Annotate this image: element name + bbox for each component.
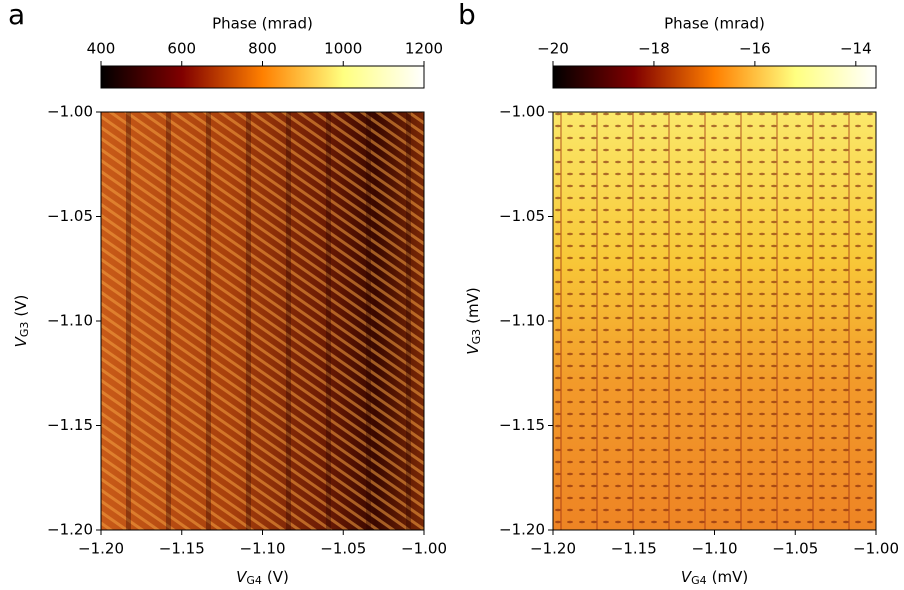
y-tick-label: −1.05 [499,207,545,225]
axis-subscript: G4 [691,574,707,587]
colorbar-tick-label: 1000 [324,40,362,58]
colorbar-tick-label: 400 [87,40,116,58]
heatmap-image [101,112,424,530]
y-tick-label: −1.20 [47,521,93,539]
colorbar-tick-label: 1200 [405,40,443,58]
axis-subscript: G4 [246,574,262,587]
x-tick-label: −1.20 [78,540,124,558]
panel-label: b [458,0,476,31]
colorbar-label: Phase (mrad) [212,15,313,33]
ylabel: VG3 (V) [12,295,32,348]
colorbar [552,65,877,89]
axis-symbol: V [236,568,248,586]
heatmap-texture [553,112,876,530]
x-tick-label: −1.15 [611,540,657,558]
axis-unit: (mV) [464,287,482,324]
x-tick-label: −1.05 [320,540,366,558]
x-tick-label: −1.20 [530,540,576,558]
x-tick-label: −1.10 [240,540,286,558]
y-tick-label: −1.15 [499,416,545,434]
x-tick-label: −1.05 [772,540,818,558]
colorbar-label: Phase (mrad) [664,15,765,33]
ylabel: VG3 (mV) [464,287,484,354]
y-tick-label: −1.00 [499,103,545,121]
axis-subscript: G3 [470,329,483,345]
xlabel: VG4 (V) [236,568,289,588]
colorbar-tick-label: −20 [537,40,569,58]
colorbar-tick-label: −18 [638,40,670,58]
y-tick-label: −1.10 [47,312,93,330]
x-tick-label: −1.15 [159,540,205,558]
x-tick-label: −1.00 [401,540,447,558]
colorbar-tick-label: 800 [248,40,277,58]
panel-label: a [8,0,25,31]
axis-symbol: V [681,568,693,586]
colorbar-tick-label: −14 [840,40,872,58]
heatmap-image [553,112,876,530]
axis-subscript: G3 [18,322,31,338]
y-tick-label: −1.00 [47,103,93,121]
y-tick-label: −1.10 [499,312,545,330]
axis-unit: (V) [267,568,289,586]
xlabel: VG4 (mV) [681,568,748,588]
heatmap-texture [101,112,424,530]
y-tick-label: −1.05 [47,207,93,225]
y-tick-label: −1.15 [47,416,93,434]
y-tick-label: −1.20 [499,521,545,539]
axis-unit: (V) [12,295,30,317]
colorbar-tick-label: −16 [739,40,771,58]
colorbar [100,65,425,89]
x-tick-label: −1.10 [692,540,738,558]
x-tick-label: −1.00 [853,540,899,558]
colorbar-tick-label: 600 [167,40,196,58]
axis-symbol: V [464,343,482,355]
axis-symbol: V [12,335,30,347]
axis-unit: (mV) [712,568,749,586]
